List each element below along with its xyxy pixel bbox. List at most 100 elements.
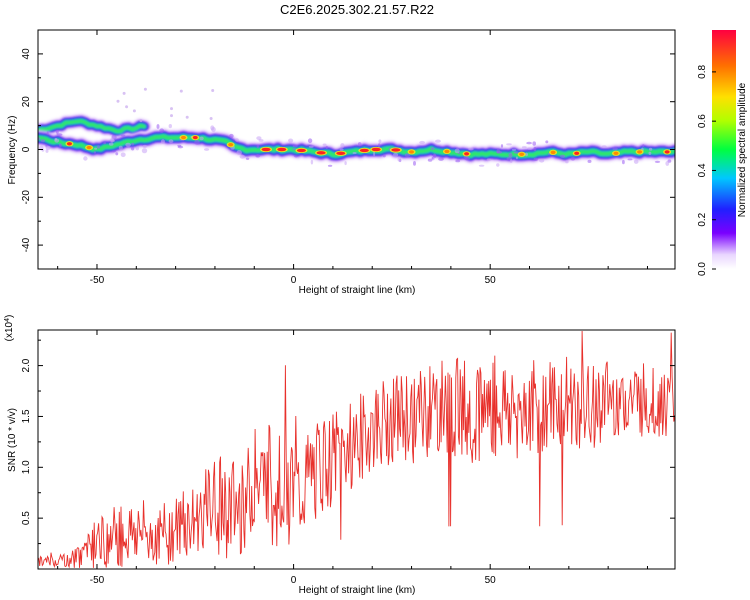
hot-spot-core	[66, 142, 72, 146]
speckle	[532, 141, 536, 146]
snr-y-tick-label: 1.5	[21, 409, 32, 423]
spectrogram-y-tick-label: -40	[21, 237, 32, 252]
colorbar-tick-label: 0.0	[697, 262, 708, 276]
hot-spot-core	[613, 151, 619, 156]
speckle	[373, 151, 376, 157]
speckle	[139, 119, 143, 123]
speckle	[308, 145, 314, 148]
hot-spot-core	[409, 150, 415, 154]
hot-spot-core	[444, 149, 450, 154]
hot-spot-core	[391, 148, 401, 152]
speckle	[125, 142, 131, 147]
speckle	[115, 152, 119, 156]
speckle	[229, 133, 234, 139]
spectrogram-ticks: -50 0 50 -40 -20 0 20 40	[21, 29, 675, 286]
speckle	[500, 144, 504, 148]
speckle	[322, 143, 327, 146]
speckle	[142, 144, 147, 148]
speckle	[527, 147, 533, 150]
speckle	[455, 159, 461, 163]
snr-ticks: -50 0 50 0.5 1.0 1.5 2.0	[21, 330, 675, 586]
speckle	[515, 156, 518, 160]
speckle	[612, 147, 618, 151]
spectrogram-y-label: Frequency (Hz)	[7, 116, 18, 185]
speckle	[168, 139, 174, 143]
speckle	[239, 154, 246, 159]
hot-spot-core	[228, 143, 234, 147]
colorbar-tick-label: 0.6	[697, 114, 708, 128]
speckle	[340, 143, 345, 148]
speckle	[464, 157, 470, 161]
speckle	[255, 154, 259, 157]
speckle	[506, 143, 512, 146]
speckle	[204, 148, 210, 151]
speckle	[633, 159, 639, 164]
hot-spot-core	[86, 145, 92, 150]
hot-spot-core	[371, 147, 381, 152]
hot-spot-core	[336, 151, 346, 156]
speckle	[112, 150, 116, 153]
colorbar: 0.0 0.2 0.4 0.6 0.8 Normalized spectral ampl…	[697, 30, 748, 276]
speckle	[560, 154, 566, 158]
speckle	[125, 105, 129, 109]
spectrogram-x-tick-label: 50	[485, 275, 497, 286]
speckle	[486, 158, 492, 161]
speckle	[194, 139, 200, 145]
speckle	[256, 136, 262, 141]
snr-frame	[37, 329, 676, 570]
spectrogram-y-tick-label: -20	[21, 190, 32, 205]
hot-spot-core	[296, 148, 306, 153]
hot-spot-core	[637, 150, 643, 154]
hot-spot-core	[261, 147, 271, 152]
speckle	[665, 161, 670, 166]
speckle	[601, 145, 607, 148]
speckle	[413, 161, 416, 166]
snr-scale-label: (x104)	[4, 315, 16, 342]
snr-x-tick-label: 0	[291, 575, 297, 586]
speckle	[525, 152, 528, 157]
snr-background	[38, 330, 675, 569]
hot-spot-core	[359, 148, 369, 153]
speckle	[135, 146, 139, 151]
speckle	[292, 148, 296, 151]
hot-spot-core	[664, 150, 670, 154]
snr-y-label: SNR (10 * v/v)	[7, 408, 18, 472]
hot-spot-core	[574, 151, 580, 156]
colorbar-tick-label: 0.8	[697, 64, 708, 78]
speckle	[103, 142, 107, 145]
speckle	[131, 147, 135, 151]
chart-title: C2E6.2025.302.21.57.R22	[280, 2, 434, 17]
speckle	[533, 146, 537, 152]
speckle	[55, 129, 59, 134]
speckle	[344, 161, 347, 166]
speckle	[622, 159, 625, 165]
speckle	[179, 89, 183, 93]
colorbar-label: Normalized spectral amplitude	[737, 82, 748, 217]
hot-spot-core	[519, 152, 525, 156]
speckle	[642, 144, 645, 148]
speckle	[132, 109, 136, 113]
speckle	[648, 147, 653, 151]
speckle	[83, 156, 88, 161]
speckle	[56, 133, 63, 136]
speckle	[93, 151, 97, 154]
speckle	[294, 155, 298, 158]
speckle	[54, 137, 58, 141]
hot-spot-core	[192, 135, 198, 140]
speckle	[143, 87, 147, 91]
speckle	[468, 147, 474, 151]
speckle	[110, 137, 115, 143]
speckle	[570, 157, 576, 161]
speckle	[156, 124, 160, 129]
speckle	[209, 117, 213, 120]
speckle	[339, 148, 344, 151]
snr-x-tick-label: 50	[485, 575, 497, 586]
speckle	[587, 159, 592, 163]
speckle	[521, 146, 527, 149]
speckle	[108, 142, 114, 146]
speckle	[393, 152, 399, 157]
speckle	[120, 134, 126, 137]
speckle	[565, 160, 569, 164]
speckle	[327, 164, 333, 167]
